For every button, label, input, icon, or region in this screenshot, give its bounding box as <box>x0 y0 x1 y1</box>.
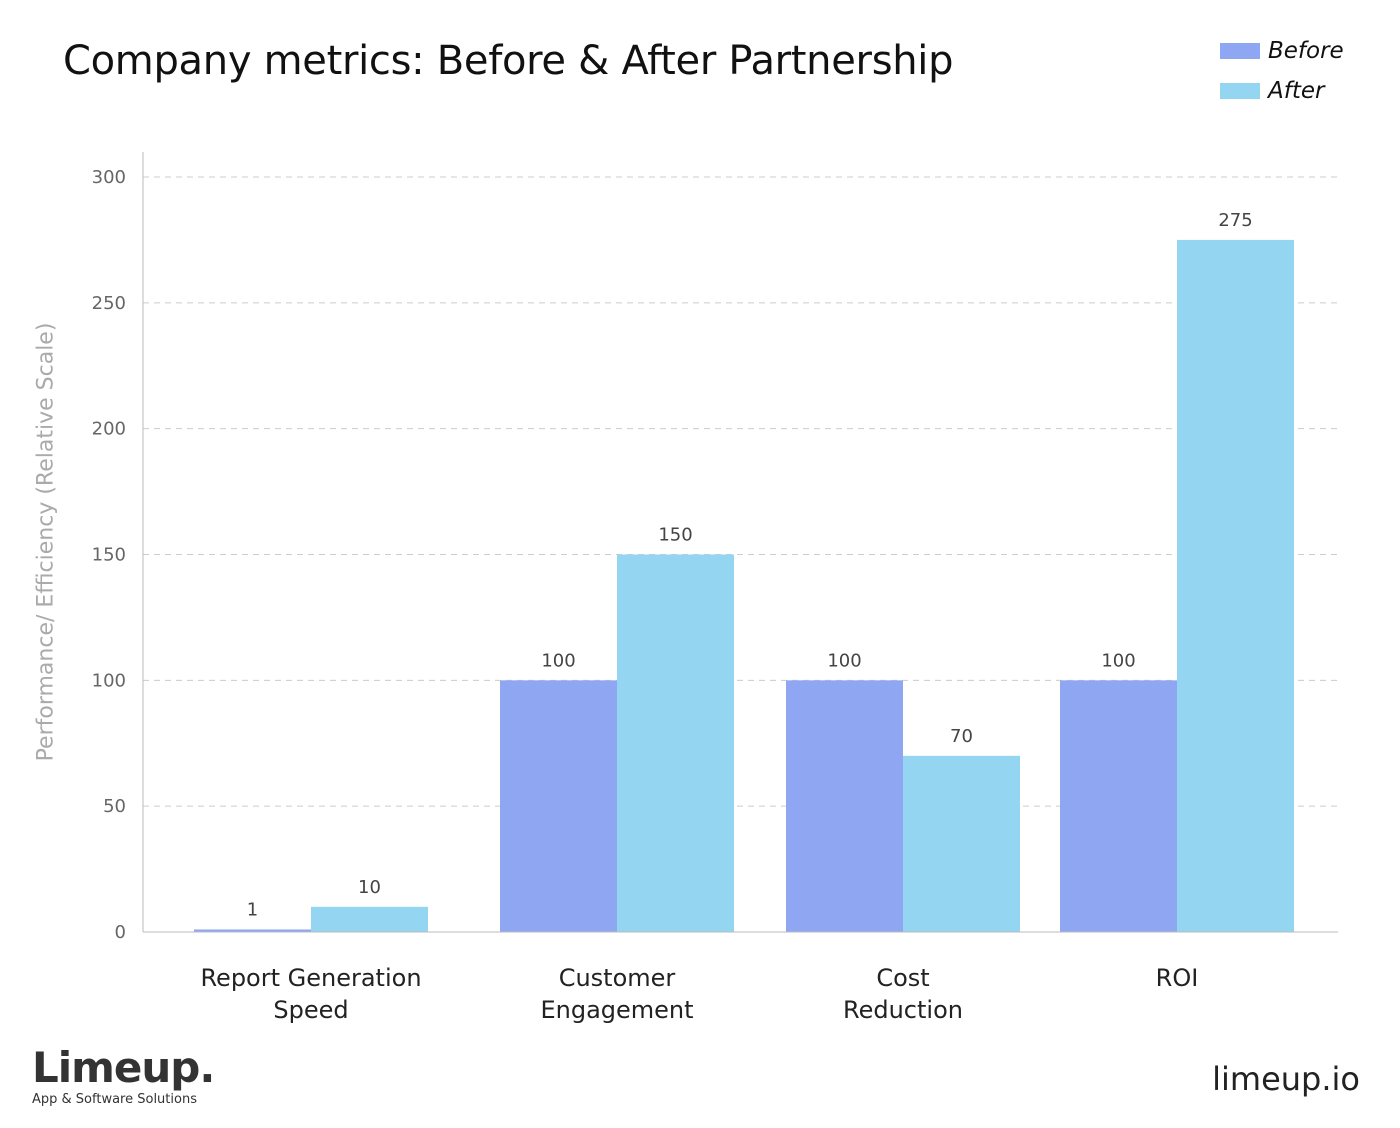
y-tick-label: 300 <box>92 167 126 188</box>
legend-item-after: After <box>1220 78 1324 104</box>
legend-item-before: Before <box>1220 38 1344 64</box>
bar-after <box>1177 239 1294 932</box>
data-label: 275 <box>1218 210 1252 231</box>
bar-before <box>500 680 617 932</box>
legend-swatch-before <box>1220 43 1260 59</box>
bar-before <box>194 929 311 932</box>
bar-after <box>903 755 1020 932</box>
bar-before <box>786 680 903 932</box>
x-tick-label: Customer <box>559 964 676 992</box>
y-tick-label: 200 <box>92 419 126 440</box>
y-tick-label: 50 <box>103 796 126 817</box>
data-label: 10 <box>358 877 381 898</box>
data-label: 100 <box>1101 650 1135 671</box>
x-tick-label: Reduction <box>843 996 963 1024</box>
logo-tagline: App & Software Solutions <box>32 1092 197 1107</box>
bar-before <box>1060 680 1177 932</box>
bar-after <box>617 554 734 932</box>
x-tick-label: Engagement <box>540 996 693 1024</box>
x-tick-label: Cost <box>876 964 929 992</box>
y-tick-label: 250 <box>92 293 126 314</box>
legend-swatch-after <box>1220 83 1260 99</box>
data-label: 100 <box>541 650 575 671</box>
logo: Limeup. App & Software Solutions <box>32 1043 215 1108</box>
y-tick-label: 150 <box>92 545 126 566</box>
x-tick-label: Report Generation <box>200 964 421 992</box>
legend-label: Before <box>1268 38 1344 64</box>
data-label: 100 <box>827 650 861 671</box>
data-label: 150 <box>658 525 692 546</box>
data-label: 1 <box>247 899 258 920</box>
legend-label: After <box>1268 78 1325 104</box>
site-url[interactable]: limeup.io <box>1212 1060 1360 1098</box>
x-tick-label: ROI <box>1156 964 1199 992</box>
data-label: 70 <box>950 726 973 747</box>
x-tick-label: Speed <box>273 996 348 1024</box>
bar-after <box>311 906 428 932</box>
y-tick-label: 100 <box>92 670 126 691</box>
chart-title: Company metrics: Before & After Partners… <box>63 38 954 84</box>
y-tick-label: 0 <box>115 922 126 943</box>
logo-name: Limeup. <box>32 1043 215 1092</box>
